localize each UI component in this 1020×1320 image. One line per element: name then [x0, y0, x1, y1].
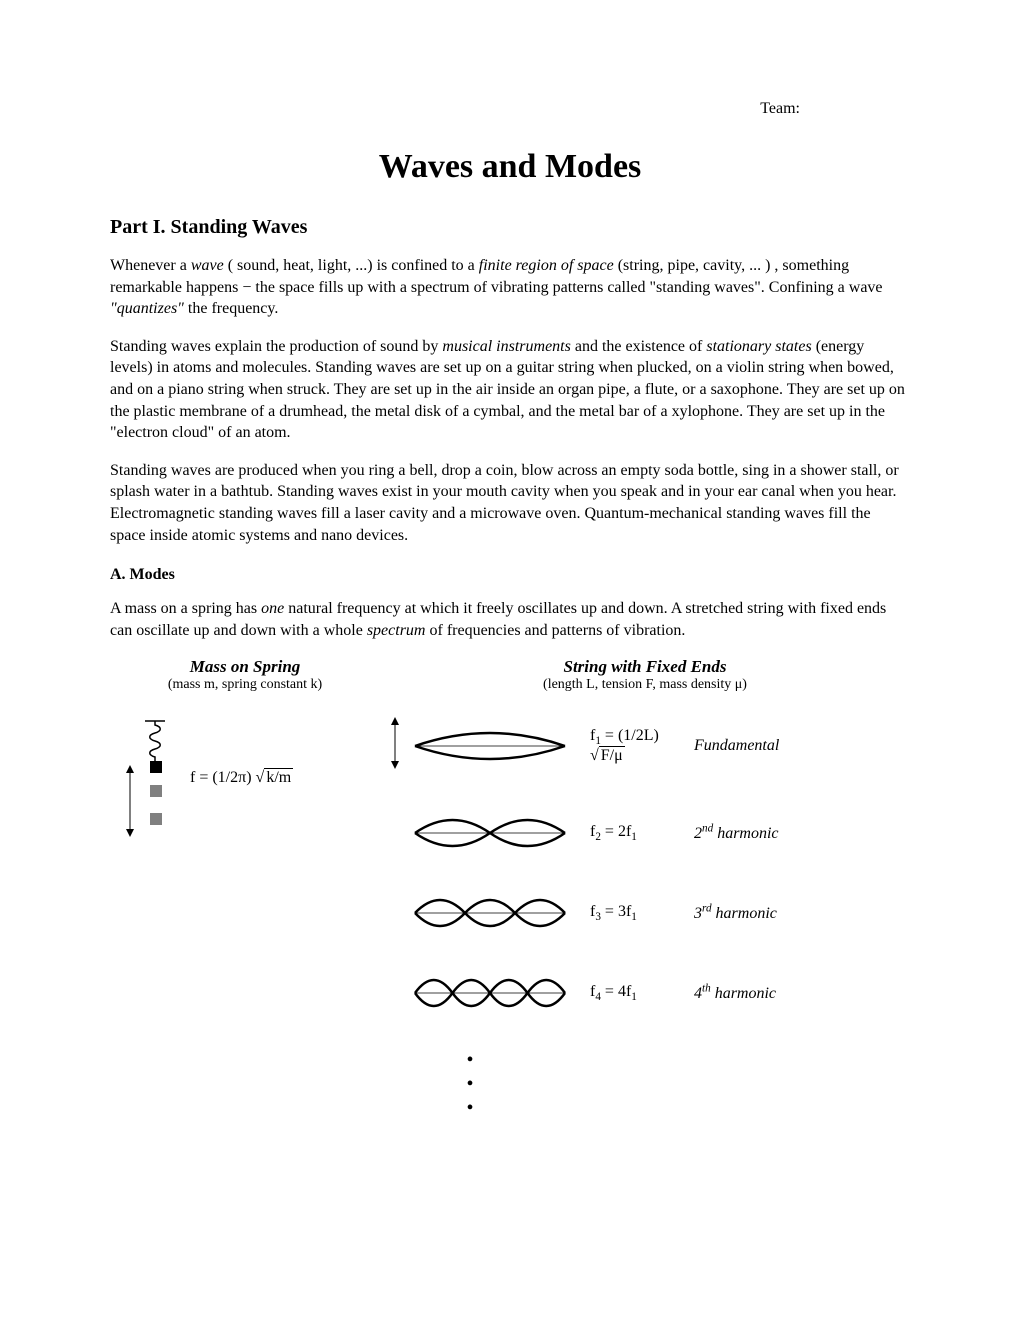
harmonic-row-4: f4 = 4f1 4th harmonic: [380, 968, 910, 1018]
string-title: String with Fixed Ends: [380, 657, 910, 677]
part1-paragraph-1: Whenever a wave ( sound, heat, light, ..…: [110, 255, 910, 320]
harmonic-row-1: f1 = (1/2L) √F/μ Fundamental: [380, 713, 910, 778]
string-subtitle: (length L, tension F, mass density μ): [380, 677, 910, 693]
mass-spring-subtitle: (mass m, spring constant k): [110, 677, 380, 693]
harmonic-1-label: Fundamental: [694, 737, 779, 755]
part-1-heading: Part I. Standing Waves: [110, 216, 910, 239]
harmonic-2-formula: f2 = 2f1: [590, 823, 680, 843]
harmonic-2-icon: [410, 808, 570, 858]
part1-paragraph-3: Standing waves are produced when you rin…: [110, 460, 910, 546]
section-a-paragraph-1: A mass on a spring has one natural frequ…: [110, 598, 910, 641]
harmonic-row-3: f3 = 3f1 3rd harmonic: [380, 888, 910, 938]
mass-spring-formula: f = (1/2π) √k/m: [190, 769, 293, 787]
mass-spring-diagram-row: f = (1/2π) √k/m: [110, 713, 380, 843]
harmonic-4-label: 4th harmonic: [694, 983, 776, 1003]
continuation-dots: • • •: [465, 1048, 910, 1120]
mass-on-spring-column: Mass on Spring (mass m, spring constant …: [110, 657, 380, 1120]
harmonic-row-2: f2 = 2f1 2nd harmonic: [380, 808, 910, 858]
part1-paragraph-2: Standing waves explain the production of…: [110, 336, 910, 444]
harmonic-1-icon: [410, 721, 570, 771]
section-a-heading: A. Modes: [110, 566, 910, 584]
harmonic-3-icon: [410, 888, 570, 938]
harmonic-1-formula: f1 = (1/2L) √F/μ: [590, 727, 680, 765]
team-label: Team:: [110, 100, 800, 118]
page: Team: Waves and Modes Part I. Standing W…: [0, 0, 1020, 1320]
document-title: Waves and Modes: [110, 148, 910, 186]
harmonic-4-formula: f4 = 4f1: [590, 983, 680, 1003]
harmonic-4-icon: [410, 968, 570, 1018]
harmonic-2-label: 2nd harmonic: [694, 823, 779, 843]
mass-spring-icon: [110, 713, 190, 843]
harmonic-3-label: 3rd harmonic: [694, 903, 777, 923]
diagram-section: Mass on Spring (mass m, spring constant …: [110, 657, 910, 1120]
string-fixed-ends-column: String with Fixed Ends (length L, tensio…: [380, 657, 910, 1120]
mass-spring-title: Mass on Spring: [110, 657, 380, 677]
arrow-column: [380, 713, 410, 778]
harmonic-3-formula: f3 = 3f1: [590, 903, 680, 923]
